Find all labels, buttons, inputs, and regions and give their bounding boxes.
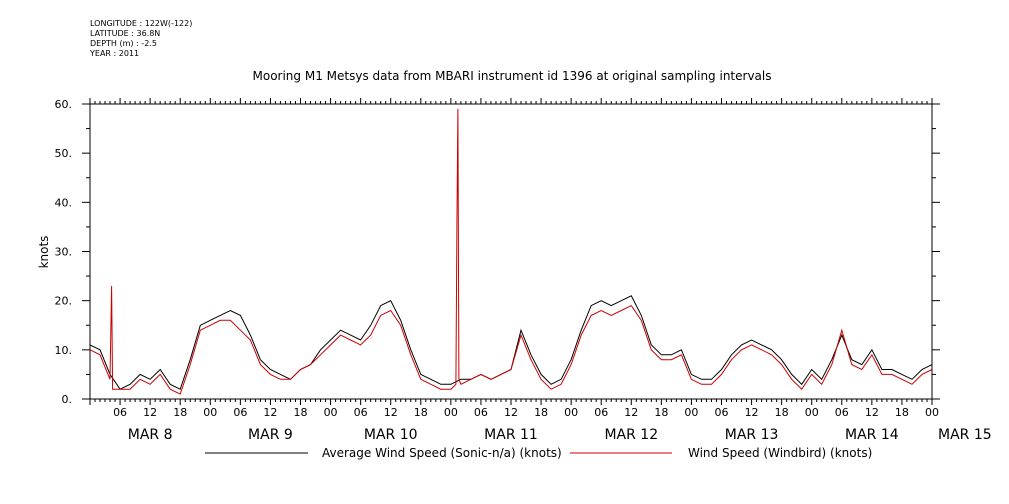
y-tick-label: 40. bbox=[55, 196, 73, 209]
x-day-label: MAR 11 bbox=[484, 427, 538, 443]
x-hour-label: 12 bbox=[624, 406, 638, 419]
x-hour-label: 12 bbox=[745, 406, 759, 419]
metadata-block: LONGITUDE : 122W(-122) LATITUDE : 36.8N … bbox=[90, 19, 192, 59]
legend-label-average: Average Wind Speed (Sonic-n/a) (knots) bbox=[322, 446, 562, 460]
x-day-label: MAR 12 bbox=[604, 427, 658, 443]
y-tick-label: 60. bbox=[55, 98, 73, 111]
chart-title: Mooring M1 Metsys data from MBARI instru… bbox=[253, 69, 772, 83]
x-hour-label: 18 bbox=[654, 406, 668, 419]
x-day-label: MAR 10 bbox=[364, 427, 418, 443]
x-day-label: MAR 8 bbox=[128, 427, 173, 443]
y-tick-label: 20. bbox=[55, 295, 73, 308]
x-hour-label: 18 bbox=[173, 406, 187, 419]
legend-label-windbird: Wind Speed (Windbird) (knots) bbox=[688, 446, 872, 460]
x-hour-label: 12 bbox=[384, 406, 398, 419]
y-tick-label: 0. bbox=[62, 393, 73, 406]
x-hour-label: 12 bbox=[263, 406, 277, 419]
x-hour-label: 06 bbox=[474, 406, 488, 419]
x-hour-label: 06 bbox=[354, 406, 368, 419]
x-hour-label: 12 bbox=[504, 406, 518, 419]
y-tick-label: 30. bbox=[55, 246, 73, 259]
y-axis-label: knots bbox=[37, 236, 51, 269]
legend: Average Wind Speed (Sonic-n/a) (knots) W… bbox=[205, 446, 872, 460]
x-hour-label: 18 bbox=[294, 406, 308, 419]
x-day-label: MAR 9 bbox=[248, 427, 293, 443]
x-hour-label: 06 bbox=[233, 406, 247, 419]
x-hour-label: 00 bbox=[684, 406, 698, 419]
y-tick-label: 10. bbox=[55, 344, 73, 357]
x-hour-label: 12 bbox=[143, 406, 157, 419]
latitude-text: LATITUDE : 36.8N bbox=[90, 29, 161, 38]
series-windbird-wind-speed bbox=[89, 108, 933, 395]
x-hour-label: 18 bbox=[534, 406, 548, 419]
depth-text: DEPTH (m) : -2.5 bbox=[90, 39, 157, 48]
x-day-label: MAR 15 bbox=[938, 427, 992, 443]
x-hour-label: 18 bbox=[775, 406, 789, 419]
series-group bbox=[89, 108, 933, 395]
x-day-label: MAR 14 bbox=[845, 427, 899, 443]
x-hour-label: 06 bbox=[715, 406, 729, 419]
x-hour-label: 00 bbox=[564, 406, 578, 419]
x-day-label: MAR 13 bbox=[725, 427, 779, 443]
x-hour-label: 18 bbox=[414, 406, 428, 419]
x-hour-label: 18 bbox=[895, 406, 909, 419]
plot-frame bbox=[89, 103, 933, 400]
x-hour-label: 00 bbox=[805, 406, 819, 419]
x-hour-label: 00 bbox=[925, 406, 939, 419]
x-hour-label: 00 bbox=[203, 406, 217, 419]
y-tick-label: 50. bbox=[55, 147, 73, 160]
x-hour-label: 12 bbox=[865, 406, 879, 419]
series-average-wind-speed bbox=[89, 295, 933, 390]
x-hour-label: 06 bbox=[594, 406, 608, 419]
x-hour-label: 00 bbox=[324, 406, 338, 419]
axes-group: 0. 10. 20. 30. 40. 50. 60. 06 12 18 00 06 12 18 00 06 12… bbox=[55, 98, 992, 443]
x-hour-label: 00 bbox=[444, 406, 458, 419]
x-hour-label: 06 bbox=[835, 406, 849, 419]
longitude-text: LONGITUDE : 122W(-122) bbox=[90, 19, 193, 28]
x-hour-label: 06 bbox=[113, 406, 127, 419]
year-text: YEAR : 2011 bbox=[90, 49, 140, 58]
